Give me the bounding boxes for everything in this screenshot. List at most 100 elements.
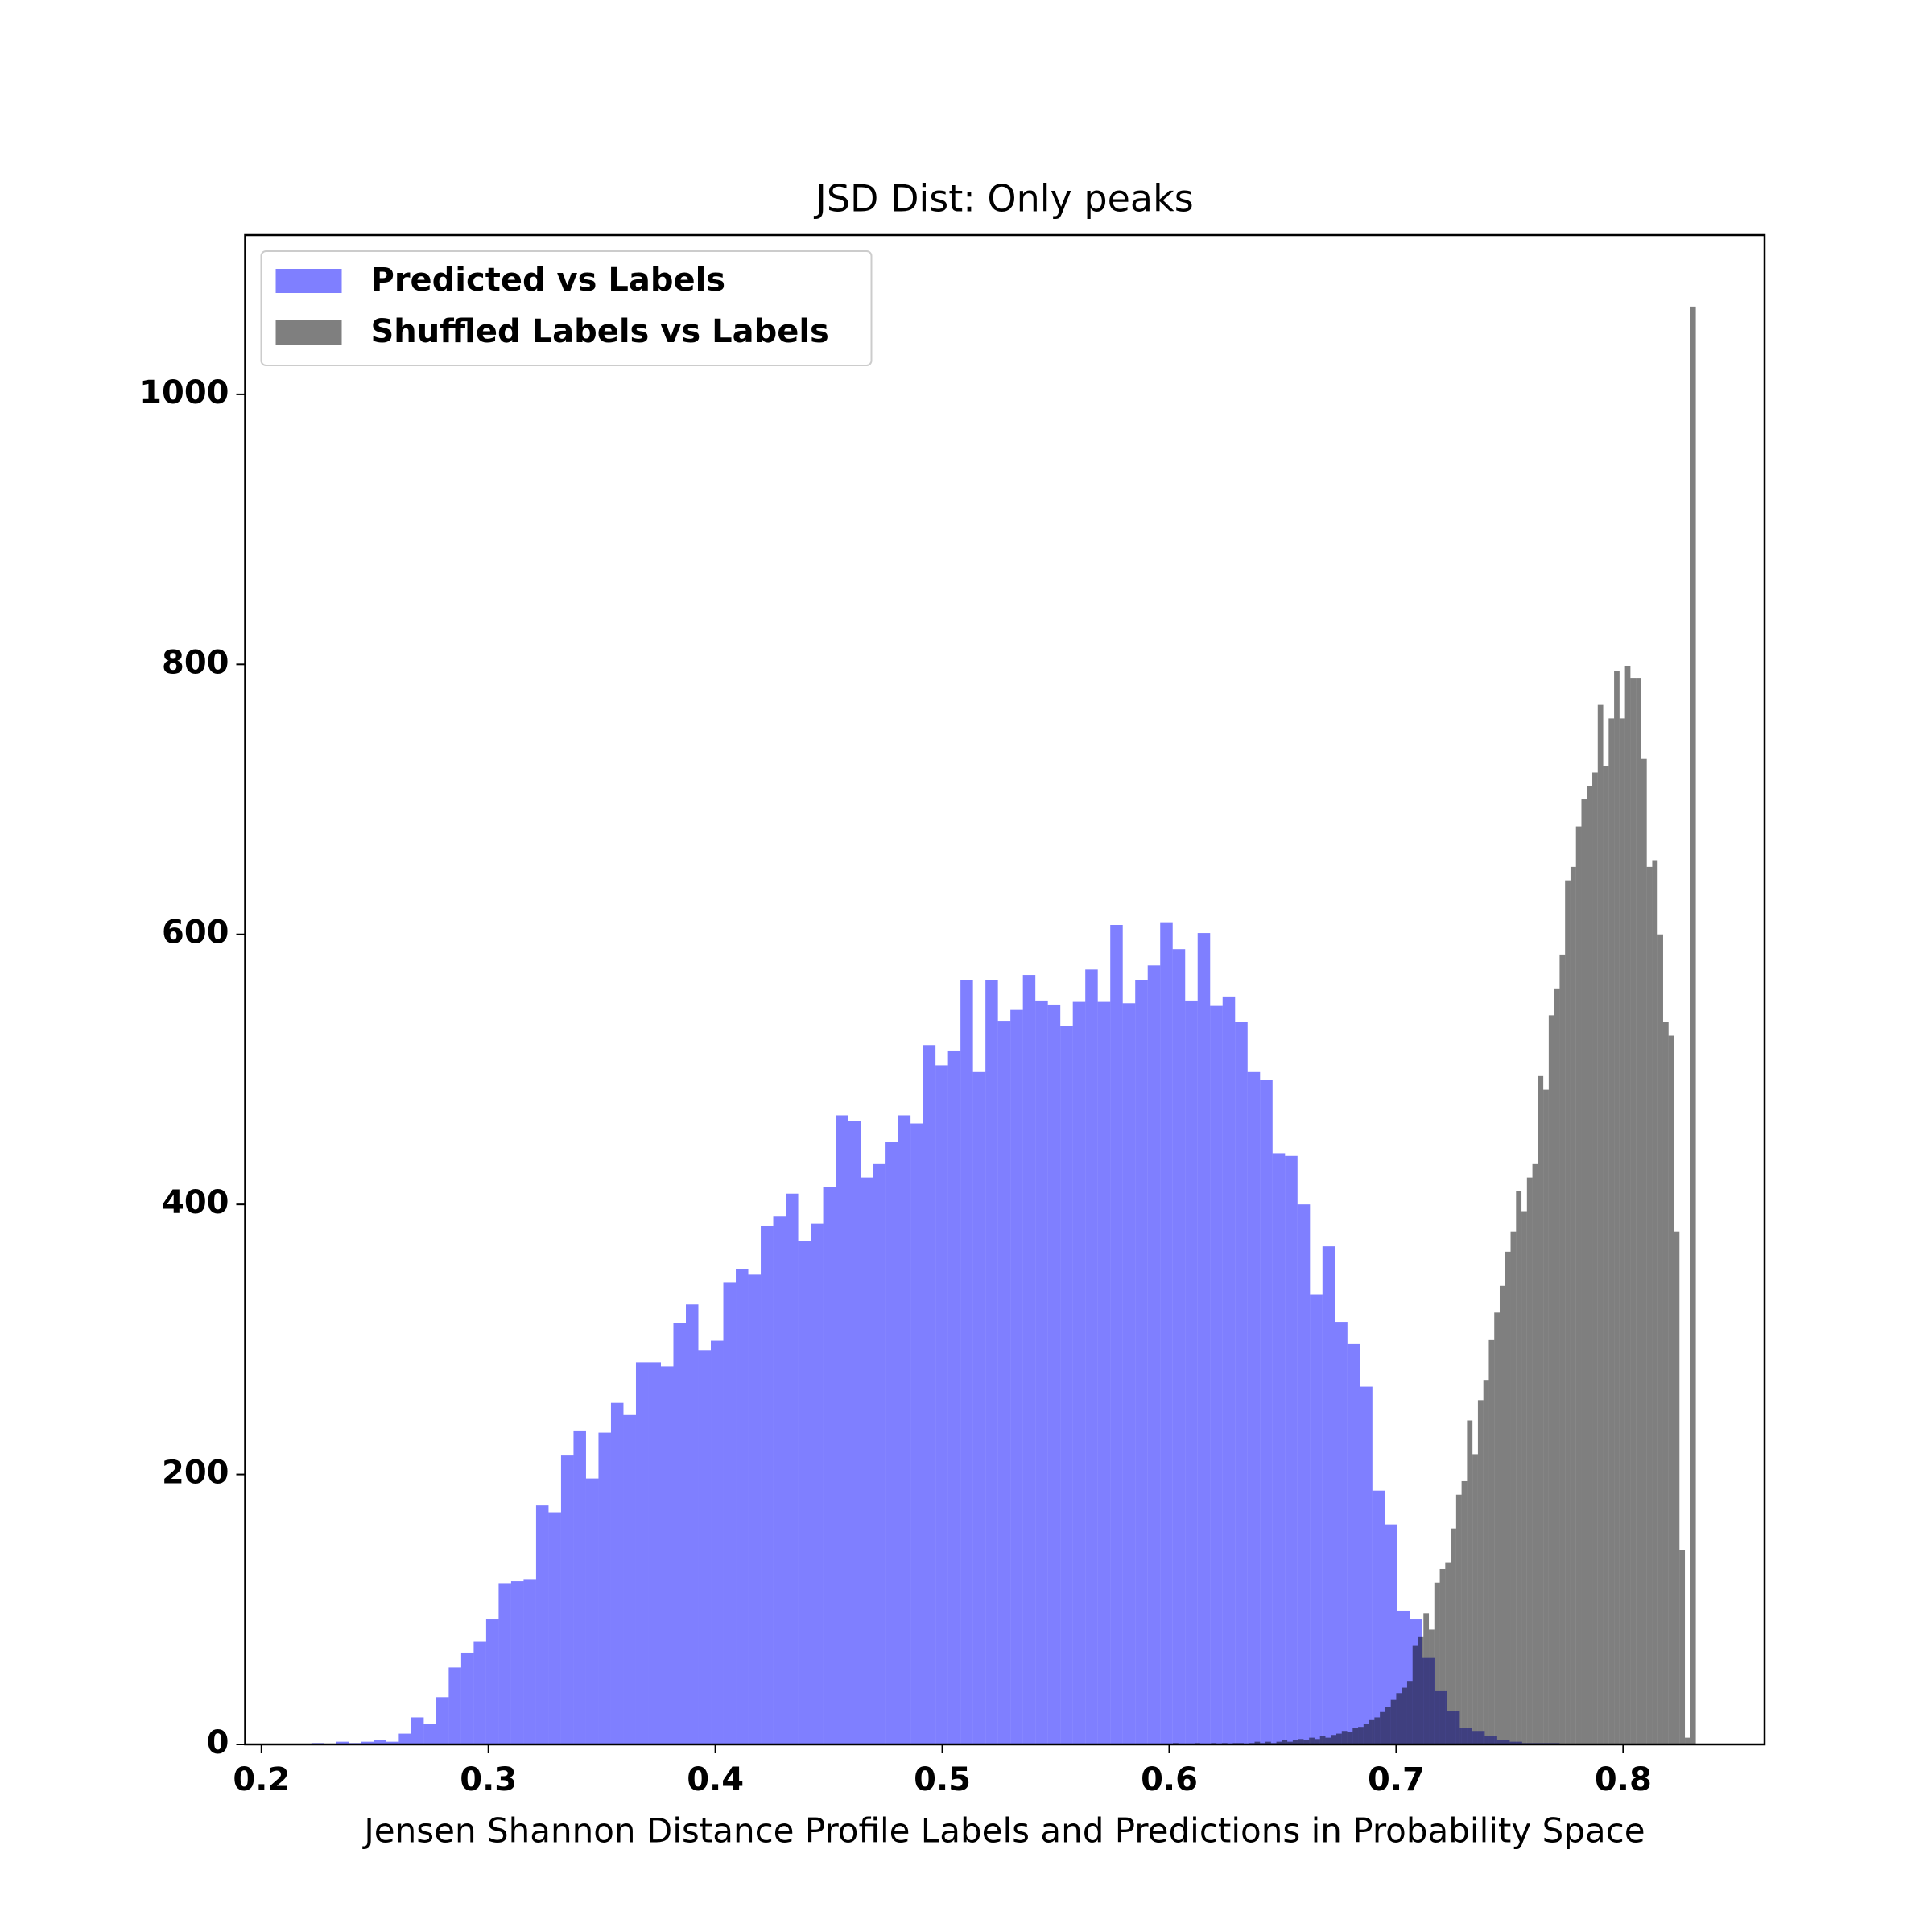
bar (1565, 880, 1571, 1744)
bar (1597, 704, 1604, 1744)
bar (1690, 306, 1696, 1744)
bar (1455, 1494, 1462, 1744)
bar (1575, 826, 1582, 1744)
bar (1276, 1741, 1282, 1744)
y-tick-label: 200 (162, 1455, 229, 1492)
bar (1619, 718, 1625, 1744)
bar (1412, 1645, 1418, 1744)
bar (1472, 1454, 1478, 1744)
bar (1097, 1001, 1111, 1744)
bar (886, 1142, 898, 1744)
bar (1160, 922, 1173, 1744)
bar (1360, 1386, 1373, 1744)
bar (1035, 1000, 1048, 1744)
bar (723, 1282, 737, 1744)
legend: Predicted vs Labels Shuffled Labels vs La… (260, 250, 873, 366)
bar (1461, 1480, 1468, 1744)
bar (1314, 1739, 1320, 1744)
legend-label: Predicted vs Labels (371, 262, 726, 299)
bar (1385, 1707, 1391, 1744)
bar (1347, 1732, 1353, 1744)
legend-label: Shuffled Labels vs Labels (371, 313, 829, 350)
bar (748, 1274, 762, 1744)
bar (1434, 1582, 1440, 1744)
bar (1510, 1231, 1517, 1744)
bar (1285, 1155, 1298, 1744)
x-tick-label: 0.6 (1141, 1761, 1198, 1798)
bar (761, 1225, 774, 1744)
bar (1390, 1699, 1397, 1744)
bar (560, 1455, 574, 1744)
bar (1587, 786, 1593, 1745)
bar (1559, 954, 1566, 1744)
chart-title: JSD Dist: Only peaks (813, 177, 1193, 221)
bar (1185, 1000, 1198, 1744)
bar (1532, 1163, 1538, 1744)
bar (1406, 1681, 1413, 1744)
bar (398, 1733, 411, 1744)
bar (711, 1340, 724, 1744)
bar (1210, 1005, 1223, 1744)
bar (498, 1583, 511, 1744)
x-axis-label: Jensen Shannon Distance Profile Labels a… (361, 1811, 1645, 1851)
histogram-series (1173, 306, 1696, 1745)
bar (1477, 1400, 1484, 1744)
bar (873, 1163, 886, 1744)
bar (798, 1241, 811, 1744)
bar (535, 1505, 549, 1744)
bar (1516, 1191, 1522, 1744)
bar (1674, 1231, 1680, 1744)
bar (1072, 1001, 1086, 1744)
bar (673, 1323, 687, 1744)
x-tick-label: 0.3 (460, 1761, 517, 1798)
bar (573, 1430, 586, 1744)
bar (1608, 718, 1615, 1744)
bar (436, 1697, 449, 1744)
bar (736, 1269, 749, 1744)
bar (1272, 1153, 1286, 1744)
y-tick-label: 1000 (139, 374, 229, 411)
bar (1341, 1731, 1348, 1744)
bar (848, 1121, 861, 1744)
bar (1319, 1736, 1326, 1744)
bar (1641, 758, 1647, 1744)
bar (1247, 1071, 1261, 1744)
bar (1679, 1550, 1686, 1744)
bar (1298, 1739, 1304, 1744)
bar (1570, 866, 1576, 1744)
bar (1254, 1741, 1261, 1744)
bar (1636, 678, 1641, 1745)
bar (1122, 1003, 1136, 1744)
bar (861, 1177, 873, 1744)
bar (448, 1667, 461, 1744)
bar (1265, 1741, 1271, 1744)
bar (1445, 1562, 1451, 1744)
bar (1347, 1343, 1360, 1744)
bar (935, 1065, 948, 1744)
bar (1624, 665, 1631, 1744)
histogram-series (311, 922, 1560, 1744)
bar (786, 1193, 799, 1744)
bar (1358, 1727, 1364, 1744)
bar (1657, 934, 1663, 1744)
bar (1467, 1420, 1473, 1744)
bar (386, 1741, 399, 1744)
bar (1372, 1490, 1385, 1744)
y-tick-label: 800 (162, 644, 229, 681)
bar (698, 1350, 712, 1744)
bar (686, 1304, 699, 1744)
bar (423, 1724, 436, 1744)
bar (1303, 1740, 1310, 1744)
bar (997, 1021, 1011, 1744)
bar (1614, 671, 1620, 1745)
bar (1292, 1740, 1298, 1744)
x-tick-label: 0.8 (1595, 1761, 1652, 1798)
bar (1402, 1687, 1407, 1744)
bar (460, 1652, 474, 1744)
legend-swatch (275, 269, 342, 293)
y-tick-label: 0 (207, 1724, 229, 1761)
bar (610, 1402, 624, 1744)
bar (1197, 933, 1211, 1744)
